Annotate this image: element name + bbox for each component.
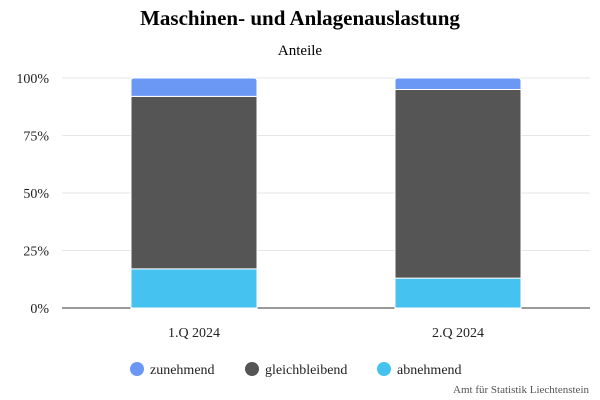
x-axis-labels: 1.Q 2024 2.Q 2024 bbox=[168, 326, 484, 341]
y-tick-label: 75% bbox=[23, 130, 49, 145]
chart-title: Maschinen- und Anlagenauslastung bbox=[140, 6, 460, 30]
legend-label: gleichbleibend bbox=[265, 363, 347, 378]
bar-segment-gleichbleibend[interactable] bbox=[394, 89, 522, 279]
legend-marker bbox=[245, 362, 259, 376]
legend-item-gleichbleibend[interactable]: gleichbleibend bbox=[245, 362, 347, 378]
legend-label: abnehmend bbox=[397, 363, 462, 378]
legend-item-zunehmend[interactable]: zunehmend bbox=[130, 362, 215, 378]
chart-subtitle: Anteile bbox=[277, 43, 323, 59]
bar-segment-abnehmend[interactable] bbox=[394, 277, 522, 309]
y-tick-label: 50% bbox=[23, 187, 49, 202]
x-category-label: 1.Q 2024 bbox=[168, 326, 220, 341]
bar-segment-zunehmend[interactable] bbox=[394, 77, 522, 90]
bars bbox=[130, 77, 522, 309]
legend-marker bbox=[377, 362, 391, 376]
bar-segment-gleichbleibend[interactable] bbox=[130, 95, 258, 270]
bar-segment-zunehmend[interactable] bbox=[130, 77, 258, 97]
y-tick-label: 0% bbox=[30, 302, 49, 317]
y-tick-label: 25% bbox=[23, 245, 49, 260]
x-category-label: 2.Q 2024 bbox=[432, 326, 484, 341]
legend[interactable]: zunehmend gleichbleibend abnehmend bbox=[130, 362, 462, 378]
y-tick-label: 100% bbox=[16, 72, 49, 87]
legend-item-abnehmend[interactable]: abnehmend bbox=[377, 362, 462, 378]
legend-marker bbox=[130, 362, 144, 376]
y-axis-ticks: 0% 25% 50% 75% 100% bbox=[16, 72, 49, 317]
credits-text[interactable]: Amt für Statistik Liechtenstein bbox=[453, 384, 589, 396]
legend-label: zunehmend bbox=[150, 363, 215, 378]
bar-segment-abnehmend[interactable] bbox=[130, 268, 258, 309]
